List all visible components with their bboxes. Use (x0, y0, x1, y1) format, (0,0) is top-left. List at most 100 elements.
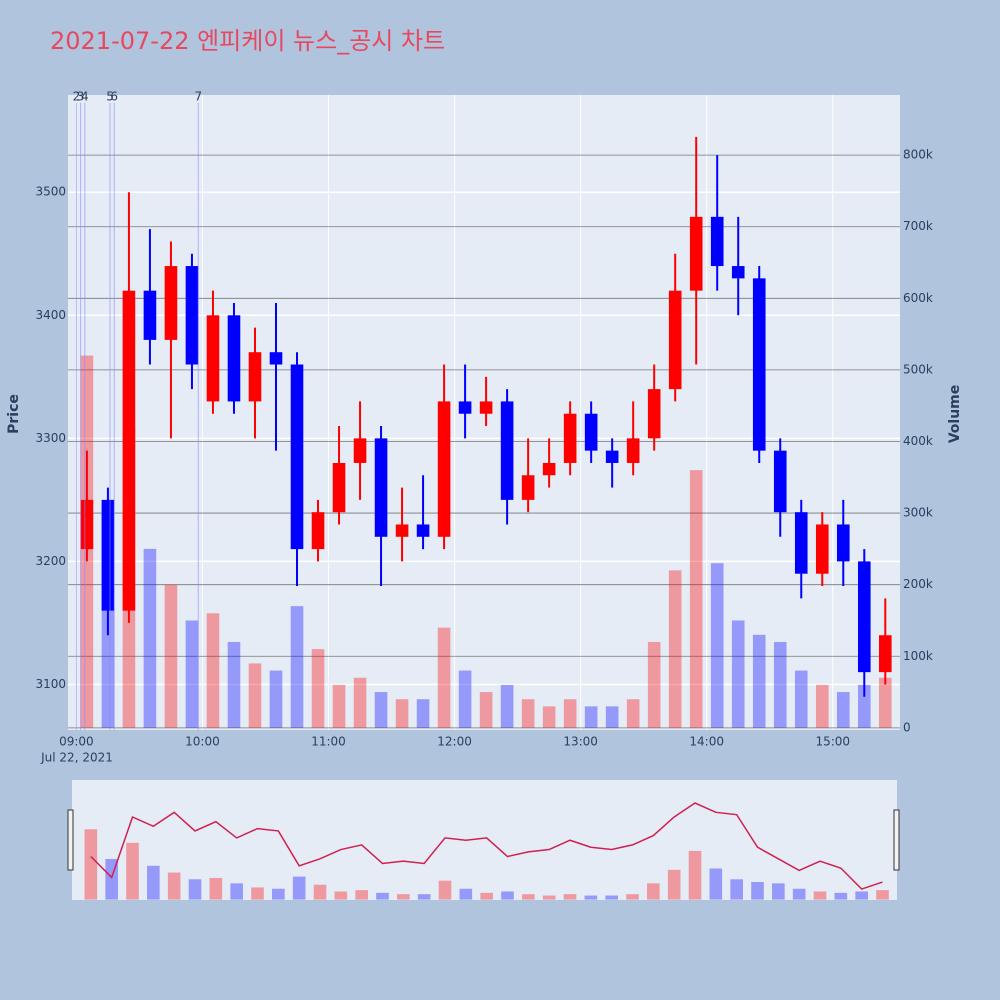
candle-body (206, 315, 220, 402)
x-tick-label: 09:00 (59, 735, 94, 749)
y-tick-label: 3100 (35, 677, 66, 691)
volume-bar (227, 641, 241, 728)
candle-body (374, 438, 388, 537)
volume-bar (836, 692, 850, 728)
candle-body (689, 216, 703, 291)
volume-bar (269, 670, 283, 728)
candle-body (773, 450, 787, 513)
mini-volume-bar (563, 894, 577, 900)
x-tick-label: 14:00 (689, 735, 724, 749)
mini-price-line (90, 802, 883, 890)
candle-body (479, 401, 493, 414)
candle-body (836, 524, 850, 562)
range-handle[interactable] (893, 809, 900, 871)
mini-volume-bar (251, 887, 264, 900)
annotation-label: 6 (110, 90, 118, 104)
range-slider[interactable] (72, 780, 897, 900)
candle-body (122, 290, 136, 611)
mini-volume-bar (397, 894, 410, 900)
x-tick-label: 12:00 (437, 735, 472, 749)
volume-bar (206, 613, 220, 728)
volume-bar (731, 620, 745, 728)
candle-body (248, 352, 262, 402)
y2-axis-title: Volume (947, 385, 963, 444)
mini-volume-bar (605, 895, 618, 900)
y2-tick-label: 0 (903, 720, 911, 734)
candle-body (185, 266, 199, 365)
y2-tick-label: 500k (903, 362, 933, 376)
mini-volume-bar (376, 892, 389, 900)
mini-volume-bar (501, 891, 514, 900)
candle-body (584, 413, 598, 451)
volume-bar (542, 706, 556, 728)
candle-body (542, 462, 556, 476)
mini-volume-bar (188, 879, 202, 900)
volume-bar (248, 663, 262, 728)
volume-bar (164, 584, 178, 728)
mini-volume-bar (855, 891, 868, 900)
y2-tick-label: 600k (903, 291, 933, 305)
annotation-label: 7 (194, 90, 202, 104)
y-tick-label: 3400 (35, 308, 66, 322)
mini-volume-bar (126, 842, 139, 900)
volume-bar (752, 634, 766, 728)
candle-body (752, 278, 766, 451)
candle-body (395, 524, 409, 537)
candle-body (815, 524, 829, 574)
candle-body (437, 401, 451, 537)
candle-body (269, 352, 283, 365)
y2-tick-label: 100k (903, 649, 933, 663)
candle-body (164, 266, 178, 340)
candle-body (605, 450, 619, 463)
y2-tick-label: 300k (903, 506, 933, 520)
y2-tick-label: 800k (903, 148, 933, 162)
y-tick-label: 3500 (35, 185, 66, 199)
x-tick-label: 11:00 (311, 735, 346, 749)
volume-bar (647, 641, 661, 728)
mini-volume-bar (438, 880, 452, 900)
x-date-label: Jul 22, 2021 (40, 751, 113, 765)
mini-volume-bar (167, 872, 181, 900)
candle-body (794, 512, 808, 574)
volume-bar (857, 684, 871, 728)
candle-body (710, 216, 724, 267)
candle-body (416, 524, 430, 537)
y-tick-label: 3200 (35, 554, 66, 568)
mini-volume-bar (209, 877, 223, 900)
volume-bar (332, 684, 346, 728)
mini-volume-bar (584, 895, 598, 900)
candle-body (80, 499, 94, 550)
mini-volume-bar (480, 892, 493, 900)
candle-body (227, 315, 241, 402)
y-axis-title: Price (6, 394, 22, 434)
mini-volume-bar (876, 890, 889, 900)
mini-volume-bar (688, 850, 702, 900)
volume-bar (878, 677, 892, 728)
volume-bar (668, 570, 682, 728)
volume-bar (584, 706, 598, 728)
candle-body (731, 266, 745, 279)
candle-body (143, 290, 157, 340)
mini-volume-bar (834, 892, 848, 900)
x-tick-label: 10:00 (185, 735, 220, 749)
annotation-label: 5 (106, 90, 114, 104)
mini-volume-bar (84, 829, 98, 900)
mini-volume-bar (417, 894, 431, 900)
mini-volume-bar (542, 895, 556, 900)
candle-body (521, 475, 535, 500)
candle-body (332, 462, 346, 513)
mini-volume-bar (647, 883, 660, 900)
x-tick-label: 13:00 (563, 735, 598, 749)
volume-bar (500, 684, 514, 728)
candle-body (353, 438, 367, 463)
volume-bar (395, 699, 409, 728)
y2-tick-label: 400k (903, 434, 933, 448)
mini-volume-bar (667, 869, 681, 900)
candle-body (458, 401, 472, 414)
candle-body (857, 561, 871, 673)
volume-bar (374, 692, 388, 728)
range-handle[interactable] (67, 809, 74, 871)
candle-body (290, 364, 304, 550)
mini-volume-bar (709, 868, 723, 900)
